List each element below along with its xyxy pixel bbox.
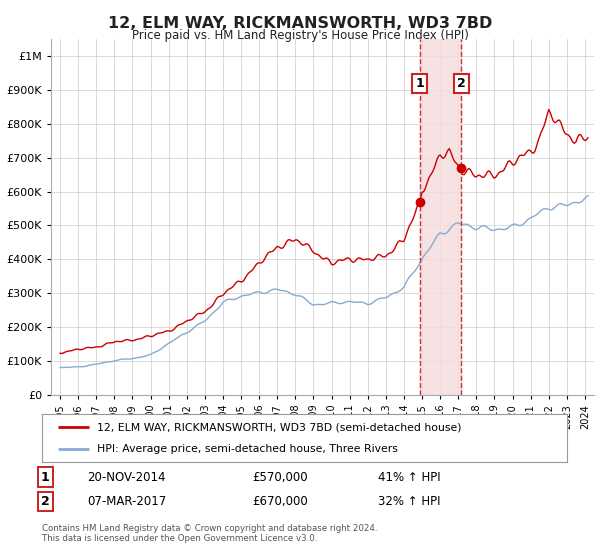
Text: Contains HM Land Registry data © Crown copyright and database right 2024.
This d: Contains HM Land Registry data © Crown c… — [42, 524, 377, 543]
Text: 41% ↑ HPI: 41% ↑ HPI — [378, 470, 440, 484]
Text: 12, ELM WAY, RICKMANSWORTH, WD3 7BD: 12, ELM WAY, RICKMANSWORTH, WD3 7BD — [108, 16, 492, 31]
Text: £670,000: £670,000 — [252, 494, 308, 508]
Text: 1: 1 — [416, 77, 424, 90]
Text: 12, ELM WAY, RICKMANSWORTH, WD3 7BD (semi-detached house): 12, ELM WAY, RICKMANSWORTH, WD3 7BD (sem… — [97, 422, 461, 432]
Text: 2: 2 — [41, 494, 49, 508]
Text: 2: 2 — [457, 77, 466, 90]
Bar — [420, 39, 461, 395]
Text: 07-MAR-2017: 07-MAR-2017 — [87, 494, 166, 508]
Text: 32% ↑ HPI: 32% ↑ HPI — [378, 494, 440, 508]
Text: 20-NOV-2014: 20-NOV-2014 — [87, 470, 166, 484]
Text: HPI: Average price, semi-detached house, Three Rivers: HPI: Average price, semi-detached house,… — [97, 444, 398, 454]
Text: £570,000: £570,000 — [252, 470, 308, 484]
Text: 1: 1 — [41, 470, 49, 484]
Text: Price paid vs. HM Land Registry's House Price Index (HPI): Price paid vs. HM Land Registry's House … — [131, 29, 469, 42]
